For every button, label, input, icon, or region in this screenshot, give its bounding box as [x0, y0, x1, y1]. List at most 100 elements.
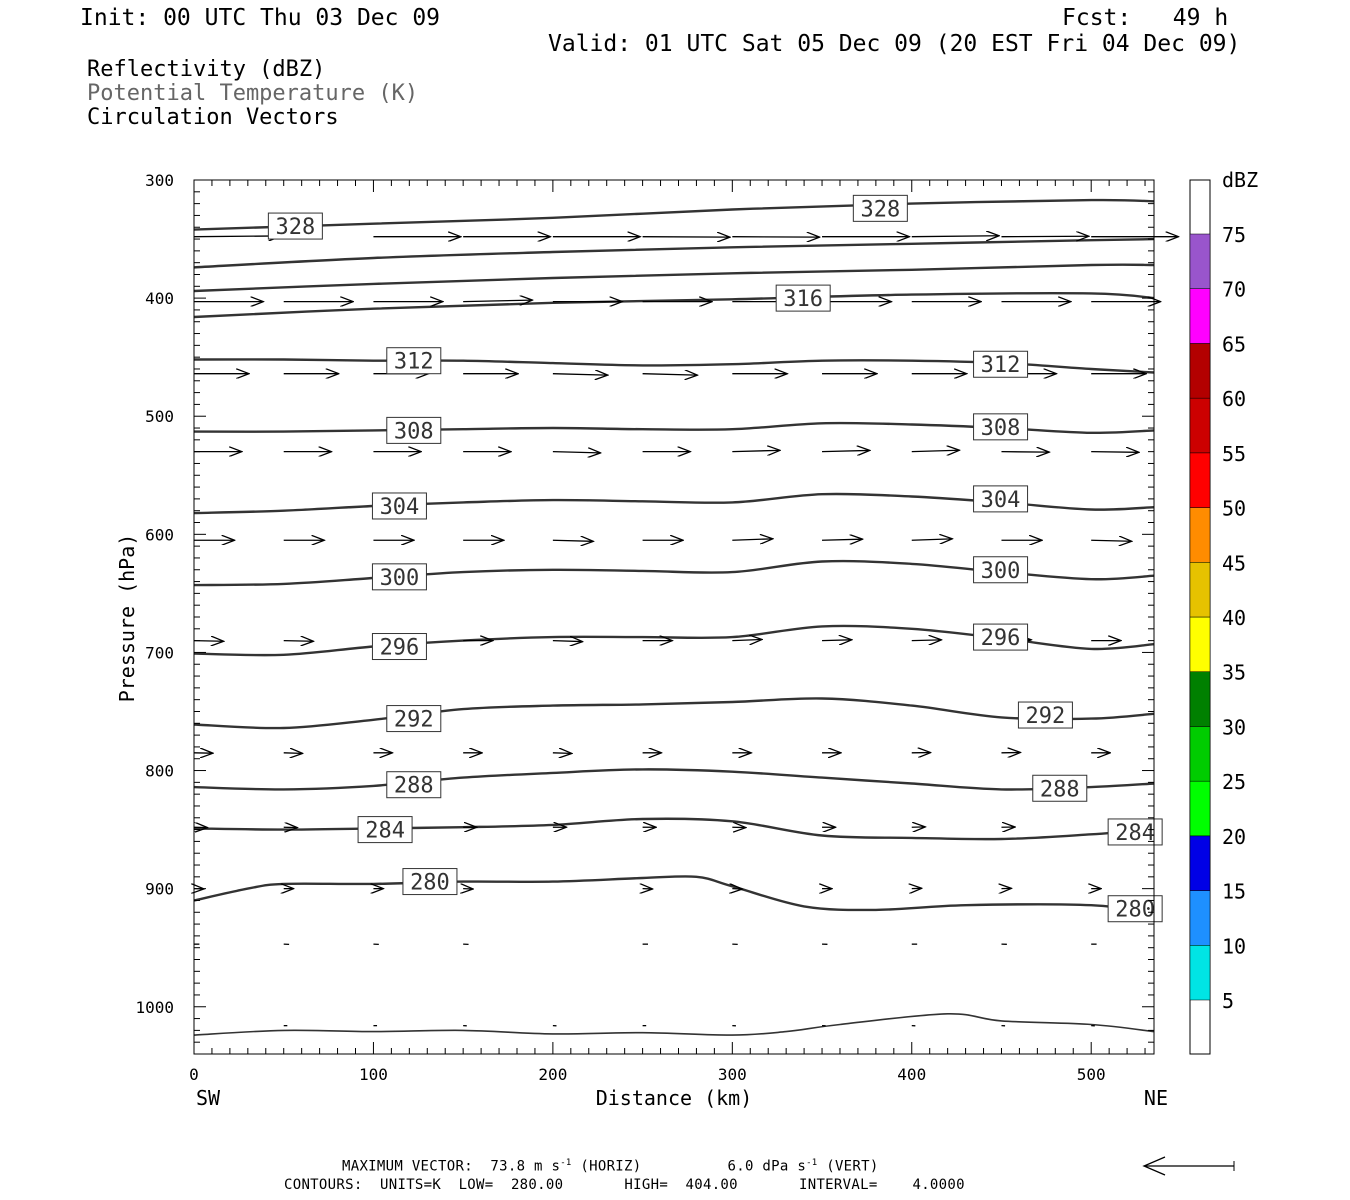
contour-label: 308	[386, 416, 442, 444]
contour-label: 316	[775, 284, 831, 312]
contour-info: CONTOURS: UNITS=K LOW= 280.00 HIGH= 404.…	[284, 1177, 965, 1193]
svg-text:308: 308	[981, 416, 1021, 441]
svg-text:284: 284	[365, 819, 405, 844]
svg-text:280: 280	[1115, 898, 1155, 923]
svg-text:312: 312	[394, 350, 434, 375]
vector	[193, 236, 280, 237]
x-tick-label: 300	[718, 1065, 747, 1084]
vector	[463, 300, 531, 302]
svg-text:312: 312	[981, 353, 1021, 378]
svg-text:328: 328	[860, 197, 900, 222]
contour-324	[193, 237, 1155, 269]
colorbar-label: 25	[1222, 770, 1246, 794]
colorbar-segment	[1189, 726, 1211, 782]
contour-label: 280	[402, 868, 458, 896]
contour-292	[193, 697, 1155, 730]
colorbar-segment	[1189, 343, 1211, 399]
colorbar-segment	[1189, 452, 1211, 508]
colorbar-segment	[1189, 507, 1211, 563]
theta-contours	[193, 198, 1155, 1036]
svg-text:304: 304	[981, 488, 1021, 513]
vector	[911, 539, 952, 540]
svg-text:280: 280	[410, 871, 450, 896]
field-reflectivity: Reflectivity (dBZ)	[87, 57, 326, 82]
svg-text:284: 284	[1115, 821, 1155, 846]
contour-328	[193, 198, 1155, 231]
init-time: Init: 00 UTC Thu 03 Dec 09	[80, 5, 441, 31]
contour-label: 288	[1032, 774, 1088, 802]
colorbar-label: 20	[1222, 825, 1246, 849]
contour-label: 296	[371, 633, 427, 661]
vector	[552, 641, 582, 642]
vector	[1091, 540, 1131, 541]
colorbar-segment	[1189, 616, 1211, 672]
vector	[732, 450, 779, 451]
svg-text:328: 328	[275, 215, 315, 240]
y-tick-label: 600	[145, 525, 174, 544]
axes: 300 400 500 600 700 800 900 1000 0 100 200 300 400 50…	[135, 171, 1154, 1084]
svg-text:300: 300	[380, 566, 420, 591]
contour-316	[193, 291, 1155, 319]
x-tick-label: 0	[189, 1065, 199, 1084]
vector	[822, 539, 862, 540]
colorbar-label: 15	[1222, 880, 1246, 904]
x-end-label-left: SW	[196, 1086, 221, 1110]
y-tick-label: 400	[145, 289, 174, 308]
colorbar-label: 75	[1222, 223, 1246, 247]
contour-label: 300	[371, 563, 427, 591]
vector	[283, 753, 302, 754]
contour-label: 312	[973, 350, 1029, 378]
y-tick-label: 700	[145, 643, 174, 662]
colorbar-segment	[1189, 288, 1211, 344]
colorbar-segment	[1189, 780, 1211, 837]
y-tick-label: 800	[145, 762, 174, 781]
vector	[911, 450, 959, 451]
svg-text:316: 316	[783, 287, 823, 312]
colorbar-segment	[1189, 397, 1211, 454]
contour-label: 292	[386, 705, 442, 733]
vector	[822, 450, 869, 451]
colorbar-segment	[1189, 945, 1211, 1001]
colorbar-label: 10	[1222, 934, 1246, 958]
contour-288	[193, 768, 1155, 791]
colorbar-title: dBZ	[1222, 168, 1258, 192]
svg-text:304: 304	[380, 495, 420, 520]
field-potential-temperature: Potential Temperature (K)	[87, 81, 419, 106]
vector	[283, 641, 313, 642]
y-tick-label: 500	[145, 407, 174, 426]
max-vector-note: MAXIMUM VECTOR: 73.8 m s-1 (HORIZ) 6.0 dP…	[342, 1158, 879, 1175]
contour-284	[193, 817, 1155, 841]
colorbar-label: 30	[1222, 715, 1246, 739]
dbz-colorbar: 5 10 15 20 25 30 35 40 45 50 55 60 65 70 75	[1189, 179, 1246, 1055]
x-tick-label: 100	[359, 1065, 388, 1084]
colorbar-segment	[1189, 671, 1211, 727]
vector	[552, 540, 593, 541]
y-tick-label: 300	[145, 171, 174, 190]
x-end-label-right: NE	[1144, 1086, 1168, 1110]
reference-vector	[1142, 1156, 1235, 1176]
y-tick-label: 1000	[135, 998, 174, 1017]
svg-text:292: 292	[1026, 704, 1066, 729]
contour-label: 304	[973, 485, 1029, 513]
contour-labels: 328 328 316 312 312 308 308 304 304 300 300 296 296 2…	[267, 194, 1163, 923]
contour-label: 304	[371, 492, 427, 520]
svg-text:296: 296	[380, 636, 420, 661]
colorbar-label: 35	[1222, 661, 1246, 685]
colorbar-segment	[1189, 233, 1211, 289]
circulation-vectors	[193, 236, 1178, 1027]
contour-label: 328	[852, 194, 908, 222]
contour-label: 312	[386, 347, 442, 375]
colorbar-label: 5	[1222, 989, 1234, 1013]
colorbar-label: 65	[1222, 332, 1246, 356]
contour-label: 300	[973, 556, 1029, 584]
x-axis-label: Distance (km)	[596, 1086, 753, 1110]
x-tick-label: 500	[1077, 1065, 1106, 1084]
colorbar-label: 45	[1222, 551, 1246, 575]
svg-text:288: 288	[394, 774, 434, 799]
vector	[911, 640, 941, 641]
y-axis-label: Pressure (hPa)	[115, 534, 139, 703]
svg-text:288: 288	[1040, 777, 1080, 802]
colorbar-label: 50	[1222, 497, 1246, 521]
colorbar-label: 55	[1222, 442, 1246, 466]
